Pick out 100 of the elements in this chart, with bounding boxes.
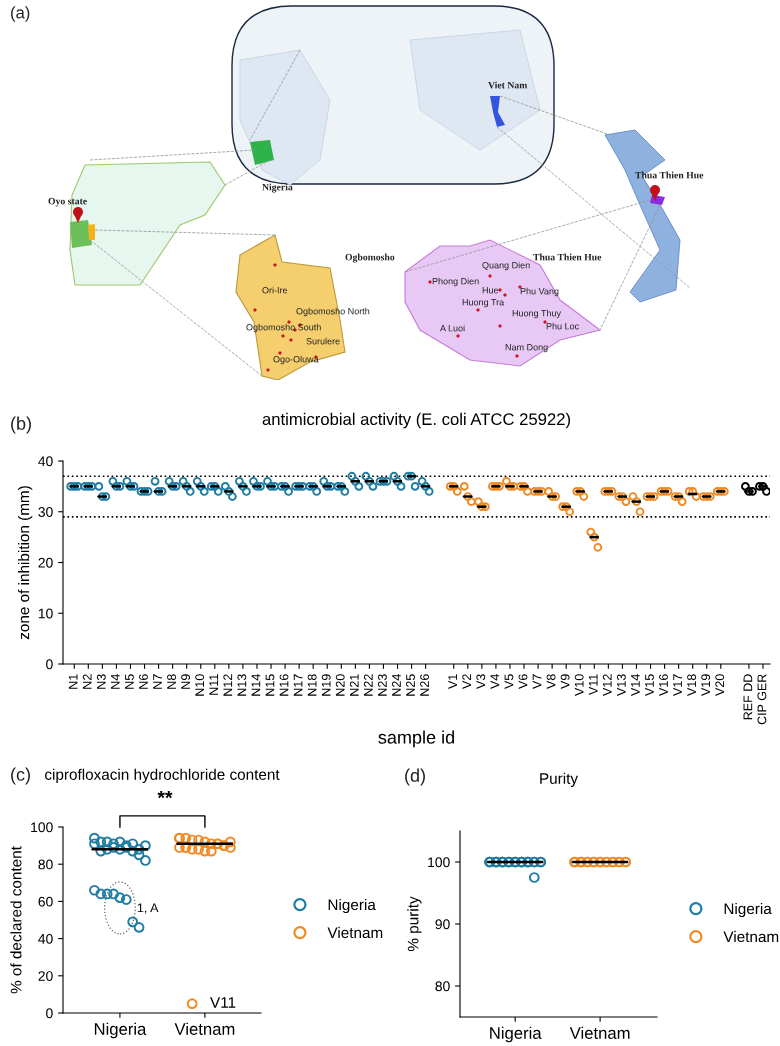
y-tick-label: 0 — [46, 659, 53, 670]
x-tick-label: N17 — [293, 674, 303, 696]
chart-title: Purity — [540, 772, 578, 787]
legend-label: Vietnam — [723, 930, 779, 943]
y-tick-label: 40 — [38, 456, 53, 467]
x-tick-label: Vietnam — [569, 1026, 630, 1039]
x-tick-label: V13 — [616, 674, 626, 696]
x-tick-label: V12 — [602, 674, 612, 696]
x-tick-label: N11 — [209, 674, 219, 695]
x-tick-label: V6 — [518, 674, 528, 689]
text: Surulere — [306, 337, 340, 345]
text: Huong Thuy — [512, 309, 562, 319]
x-tick-label: V7 — [532, 674, 542, 689]
text: (d) — [405, 768, 425, 786]
y-tick-label: 20 — [38, 557, 53, 568]
text: A Luoi — [440, 324, 465, 332]
x-tick-label: V20 — [715, 674, 725, 696]
x-tick-label: V19 — [701, 674, 711, 696]
text: ** — [157, 790, 173, 799]
x-tick-label: V4 — [490, 674, 500, 689]
x-tick-label: REF DD — [743, 674, 753, 720]
text: (a) — [11, 6, 30, 22]
y-tick-label: 80 — [38, 859, 53, 870]
x-axis-title: sample id — [378, 730, 454, 748]
x-tick-label: N25 — [406, 674, 415, 696]
x-tick-label: N9 — [181, 674, 191, 689]
annotation: 1, A — [137, 903, 159, 914]
text: Ogbomosho — [345, 253, 395, 263]
x-tick-label: N26 — [420, 674, 429, 696]
text: Phu Loc — [546, 322, 579, 330]
y-tick-label: 90 — [435, 919, 450, 930]
text: Nigeria — [262, 183, 293, 193]
x-tick-label: N8 — [167, 674, 176, 689]
x-tick-label: N1 — [68, 674, 78, 689]
x-tick-label: V10 — [574, 674, 584, 696]
x-tick-label: V9 — [560, 674, 570, 689]
text: Ogo-Oluwa — [273, 355, 319, 365]
x-tick-label: N23 — [377, 674, 387, 696]
x-tick-label: V11 — [588, 674, 598, 695]
x-tick-label: V2 — [462, 674, 472, 689]
x-tick-label: N7 — [153, 674, 162, 689]
text: (c) — [11, 767, 30, 785]
x-tick-label: V8 — [546, 674, 556, 689]
x-tick-label: N21 — [349, 674, 359, 696]
x-tick-label: N12 — [223, 674, 233, 696]
y-tick-label: 100 — [31, 822, 53, 833]
x-tick-label: N18 — [307, 674, 317, 696]
x-tick-label: N6 — [139, 674, 148, 689]
x-tick-label: V16 — [659, 674, 668, 696]
x-tick-label: N15 — [265, 674, 275, 696]
x-tick-label: V3 — [476, 674, 486, 689]
x-tick-label: CIP GER — [757, 674, 767, 725]
y-tick-label: 10 — [38, 608, 53, 619]
x-tick-label: V15 — [645, 674, 654, 696]
x-tick-label: V17 — [673, 674, 682, 696]
text: Oyo state — [48, 197, 87, 207]
x-tick-label: N16 — [279, 674, 289, 696]
y-axis-title: % purity — [407, 896, 422, 952]
text: Phu Vang — [520, 287, 559, 297]
x-tick-label: N13 — [237, 674, 247, 696]
text: Hue — [482, 287, 499, 294]
y-tick-label: 100 — [428, 857, 450, 868]
y-axis-title: zone of inhibition (mm) — [18, 486, 33, 640]
x-tick-label: N22 — [363, 674, 373, 696]
legend-label: Nigeria — [724, 902, 772, 918]
y-tick-label: 30 — [38, 507, 53, 517]
text: Thua Thien Hue — [533, 253, 602, 261]
x-tick-label: N10 — [195, 674, 205, 696]
x-tick-label: N3 — [96, 674, 106, 689]
x-tick-label: N20 — [335, 674, 345, 696]
x-tick-label: N14 — [251, 674, 261, 696]
x-tick-label: N4 — [111, 674, 120, 689]
text: Phong Dien — [432, 277, 479, 287]
x-tick-label: V18 — [687, 674, 697, 696]
x-tick-label: N5 — [125, 674, 134, 689]
x-tick-label: V1 — [448, 674, 457, 689]
text: Quang Dien — [482, 261, 530, 271]
chart-title: ciprofloxacin hydrochloride content — [45, 768, 280, 783]
x-tick-label: V5 — [504, 674, 514, 689]
x-tick-label: V14 — [631, 674, 640, 696]
y-tick-label: 40 — [38, 933, 53, 944]
y-tick-label: 20 — [38, 971, 53, 981]
text: Viet Nam — [488, 81, 528, 89]
annotation: V11 — [210, 997, 236, 1008]
y-tick-label: 80 — [435, 981, 450, 992]
text: Huong Tra — [462, 299, 505, 308]
x-tick-label: Vietnam — [174, 1022, 235, 1035]
text: Nam Dong — [505, 344, 548, 353]
x-tick-label: N24 — [392, 674, 401, 696]
x-tick-label: N19 — [321, 674, 331, 696]
text: Ori-Ire — [262, 286, 288, 294]
legend-label: Vietnam — [327, 926, 383, 939]
legend-label: Nigeria — [328, 898, 376, 914]
y-axis-title: % of declared content — [10, 846, 22, 994]
x-tick-label: N2 — [82, 674, 92, 689]
y-tick-label: 60 — [38, 896, 53, 907]
y-tick-label: 0 — [46, 1008, 53, 1019]
x-tick-label: Nigeria — [490, 1026, 542, 1043]
chart-title: antimicrobial activity (E. coli ATCC 25922) — [262, 412, 571, 429]
text: (b) — [11, 416, 31, 434]
